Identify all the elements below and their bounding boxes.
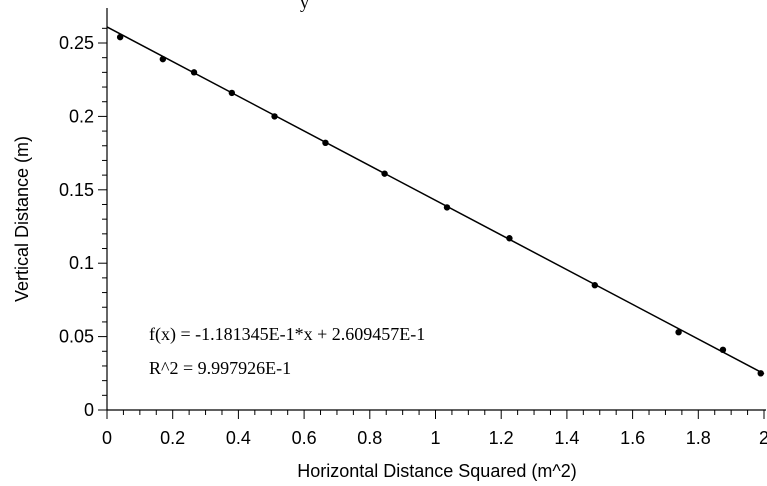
data-point: [190, 69, 198, 76]
r-squared-annotation: R^2 = 9.997926E-1: [149, 358, 291, 378]
x-tick-label: 1.2: [489, 428, 514, 448]
data-point: [719, 346, 727, 354]
x-ticks: 0 0.2 0.4 0.6 0.8 1 1.2 1.4 1.6 1.8 2: [102, 410, 767, 448]
data-point: [159, 55, 167, 63]
data-point: [675, 328, 682, 336]
x-tick-label: 2: [759, 428, 767, 448]
data-point: [228, 89, 236, 97]
data-points: [116, 33, 764, 377]
x-tick-label: 0: [102, 428, 112, 448]
x-tick-label: 1.8: [686, 428, 711, 448]
data-point: [506, 235, 513, 242]
data-point: [757, 370, 764, 377]
x-axis-label: Horizontal Distance Squared (m^2): [297, 461, 577, 481]
data-point: [591, 282, 599, 289]
y-tick-label: 0.15: [59, 180, 94, 200]
y-tick-label: 0: [84, 400, 94, 420]
data-point: [322, 139, 329, 147]
fit-line: [106, 26, 765, 375]
y-tick-label: 0.05: [59, 327, 94, 347]
data-point: [381, 170, 388, 177]
x-tick-label: 0.2: [160, 428, 185, 448]
x-tick-label: 1.6: [620, 428, 645, 448]
x-tick-label: 0.4: [226, 428, 251, 448]
fit-line-group: [106, 26, 765, 375]
y-ticks: 0 0.05 0.1 0.15 0.2 0.25: [59, 27, 107, 420]
y-tick-label: 0.25: [59, 33, 94, 53]
chart-title: y: [300, 0, 309, 12]
y-axis-label: Vertical Distance (m): [12, 136, 32, 302]
data-point: [116, 33, 124, 41]
fit-equation-annotation: f(x) = -1.181345E-1*x + 2.609457E-1: [149, 324, 425, 345]
y-tick-label: 0.2: [69, 106, 94, 126]
axes: [106, 8, 766, 411]
data-point: [271, 113, 278, 120]
data-point: [443, 204, 451, 211]
x-tick-label: 1.4: [554, 428, 579, 448]
x-tick-label: 0.8: [357, 428, 382, 448]
x-tick-label: 0.6: [292, 428, 317, 448]
y-tick-label: 0.1: [69, 253, 94, 273]
x-tick-label: 1: [430, 428, 440, 448]
